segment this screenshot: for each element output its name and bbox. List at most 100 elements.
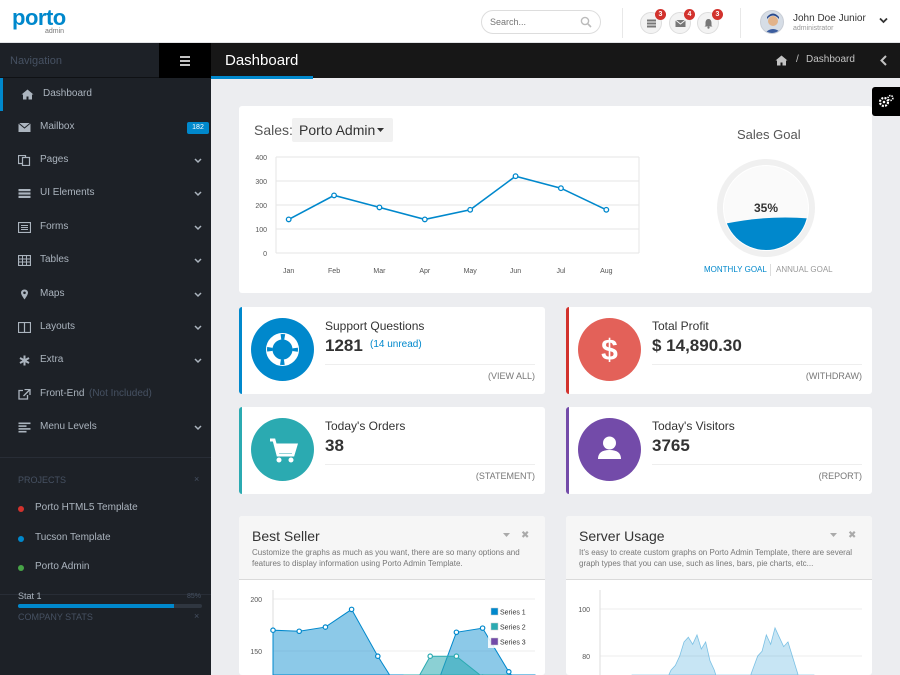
data-point <box>296 628 303 635</box>
view-all-link[interactable]: (VIEW ALL) <box>487 371 535 381</box>
sidebar-item-extra[interactable]: Extra <box>0 344 211 377</box>
server-usage-panel: Server Usage It's easy to create custom … <box>566 516 872 675</box>
unread-count[interactable]: (14 unread) <box>370 339 422 350</box>
statement-link[interactable]: (STATEMENT) <box>475 471 535 481</box>
external-link-icon <box>18 389 31 400</box>
sidebar-item-ui-elements[interactable]: UI Elements <box>0 177 211 210</box>
y-tick-label: 100 <box>255 227 267 234</box>
tab-annual-goal[interactable]: ANNUAL GOAL <box>776 265 833 274</box>
card-title: Today's Orders <box>325 419 406 433</box>
sidebar-item-tables[interactable]: Tables <box>0 244 211 277</box>
sales-goal-percent: 35% <box>753 201 779 215</box>
align-left-icon <box>18 422 31 433</box>
series-area <box>403 655 510 675</box>
header-divider <box>740 8 741 38</box>
logo-subtext: admin <box>45 28 65 35</box>
top-header: porto admin 3 4 3 John Doe Junior admini… <box>0 0 900 43</box>
messages-notification-button[interactable]: 4 <box>669 9 695 34</box>
tasks-notification-button[interactable]: 3 <box>640 9 666 34</box>
data-point <box>285 216 292 223</box>
sidebar-item-label: Tables <box>40 254 69 265</box>
close-icon[interactable]: × <box>194 611 200 621</box>
server-usage-area <box>631 626 815 675</box>
user-avatar[interactable] <box>760 10 784 34</box>
sidebar-divider <box>0 457 211 458</box>
page-title-underline <box>211 76 313 79</box>
style-switcher-button[interactable] <box>872 87 900 116</box>
data-point <box>331 192 338 199</box>
chevron-down-icon <box>194 191 202 197</box>
sidebar-item-menu-levels[interactable]: Menu Levels <box>0 411 211 444</box>
data-point <box>479 625 486 631</box>
life-ring-icon <box>266 333 299 366</box>
caret-down-icon[interactable] <box>830 533 837 537</box>
data-point <box>505 669 512 675</box>
chevron-down-icon <box>194 292 202 298</box>
sidebar: Navigation Dashboard Mailbox 182 Pages U… <box>0 43 211 675</box>
card-accent-bar <box>566 307 569 394</box>
withdraw-link[interactable]: (WITHDRAW) <box>805 371 862 381</box>
sidebar-item-maps[interactable]: Maps <box>0 278 211 311</box>
project-color-dot <box>18 506 24 512</box>
caret-down-icon[interactable] <box>503 533 510 537</box>
envelope-icon <box>675 19 686 27</box>
data-point <box>348 606 355 613</box>
sidebar-item-pages[interactable]: Pages <box>0 144 211 177</box>
sidebar-item-label: Extra <box>40 354 64 365</box>
hamburger-icon <box>180 56 190 58</box>
sales-select-dropdown[interactable]: Porto Admin <box>292 118 393 142</box>
close-icon[interactable]: × <box>194 474 200 484</box>
y-tick-label: 200 <box>250 597 262 604</box>
card-accent-bar <box>566 407 569 494</box>
data-point <box>322 624 329 630</box>
notification-badge: 4 <box>684 9 695 20</box>
legend-swatch <box>490 622 499 631</box>
chevron-down-icon <box>194 358 202 364</box>
home-icon[interactable] <box>775 55 788 66</box>
todays-orders-card: Today's Orders 38 (STATEMENT) <box>239 407 545 494</box>
chevron-down-icon[interactable] <box>879 16 888 25</box>
sidebar-item-forms[interactable]: Forms <box>0 211 211 244</box>
chevron-left-icon[interactable] <box>879 55 888 66</box>
close-icon[interactable]: ✖ <box>848 530 857 541</box>
data-point <box>453 629 460 636</box>
user-name[interactable]: John Doe Junior <box>793 13 866 24</box>
sidebar-item-layouts[interactable]: Layouts <box>0 311 211 344</box>
panel-description: Customize the graphs as much as you want… <box>252 548 520 568</box>
user-role: administrator <box>793 25 834 32</box>
sidebar-item-label: Menu Levels <box>40 421 97 432</box>
sidebar-item-front-end[interactable]: Front-End (Not Included) <box>0 378 211 411</box>
data-point <box>453 653 460 660</box>
close-icon[interactable]: ✖ <box>521 530 530 541</box>
legend-label: Series 3 <box>500 640 526 647</box>
data-point <box>603 206 610 213</box>
card-title: Today's Visitors <box>652 419 735 433</box>
sidebar-item-mailbox[interactable]: Mailbox 182 <box>0 111 211 144</box>
sales-line-chart: 400 300 200 100 0 Jan Feb Mar Apr May Jun Jul Aug <box>255 155 640 275</box>
x-tick-label: Aug <box>600 268 613 275</box>
shopping-cart-icon <box>270 438 299 463</box>
report-link[interactable]: (REPORT) <box>818 471 862 481</box>
legend-label: Series 2 <box>500 625 526 632</box>
data-point <box>557 185 564 192</box>
search-input[interactable] <box>490 15 580 29</box>
legend-swatch <box>490 637 499 646</box>
avatar-image <box>764 13 782 33</box>
search-icon[interactable] <box>580 16 592 28</box>
chevron-down-icon <box>194 225 202 231</box>
data-point <box>467 206 474 213</box>
card-icon-circle: $ <box>578 318 641 381</box>
sidebar-item-label: Forms <box>40 221 69 232</box>
search-box <box>481 10 601 34</box>
sales-goal-gauge <box>717 159 815 257</box>
sidebar-toggle-button[interactable] <box>159 43 211 78</box>
x-tick-label: May <box>464 268 478 275</box>
sidebar-item-dashboard[interactable]: Dashboard <box>0 78 211 111</box>
alerts-notification-button[interactable]: 3 <box>697 9 723 34</box>
envelope-icon <box>18 122 31 132</box>
tab-monthly-goal[interactable]: MONTHLY GOAL <box>704 265 767 274</box>
caret-down-icon <box>377 128 384 132</box>
logo[interactable]: porto admin <box>12 6 66 36</box>
projects-heading: PROJECTS <box>18 475 67 485</box>
card-value: 3765 <box>652 436 690 455</box>
